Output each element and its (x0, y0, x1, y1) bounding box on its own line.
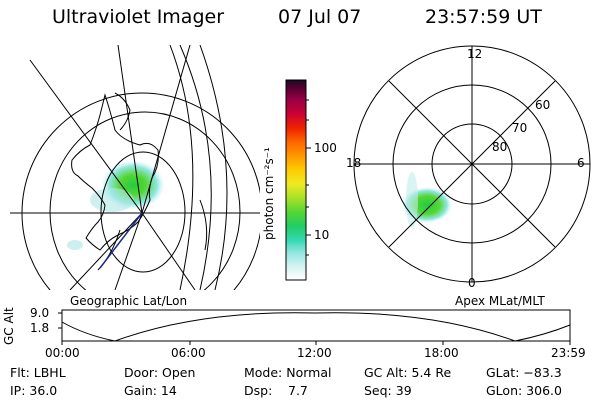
status-gc-alt: GC Alt: 5.4 Re (364, 365, 452, 380)
time-tick-1200: 12:00 (297, 346, 332, 360)
status-filter: Flt: LBHL (10, 365, 66, 380)
status-gain: Gain: 14 (124, 383, 177, 398)
colorbar-label: photon cm⁻²s⁻¹ (262, 147, 276, 240)
time-tick-0000: 00:00 (45, 346, 80, 360)
mlt-label-0: 0 (468, 276, 476, 290)
status-mode: Mode: Normal (244, 365, 332, 380)
status-glon: GLon: 306.0 (486, 383, 562, 398)
status-glat: GLat: −83.3 (486, 365, 562, 380)
left-panel-label: Geographic Lat/Lon (70, 294, 188, 308)
altitude-curve (61, 312, 571, 342)
observation-date: 07 Jul 07 (278, 6, 362, 28)
status-dsp-value: 7.7 (288, 383, 308, 398)
colorbar-tick-10: 10 (314, 228, 330, 242)
mlt-label-6: 6 (577, 156, 585, 170)
altitude-plot-frame (61, 309, 571, 342)
instrument-title: Ultraviolet Imager (52, 6, 225, 28)
mlt-label-12: 12 (467, 47, 483, 61)
status-seq: Seq: 39 (364, 383, 412, 398)
mlat-label-80: 80 (492, 140, 508, 154)
mlat-label-70: 70 (512, 121, 528, 135)
status-dsp-label: Dsp: (244, 383, 273, 398)
time-tick-1800: 18:00 (424, 346, 459, 360)
time-tick-0600: 06:00 (171, 346, 206, 360)
colorbar-scale (285, 79, 307, 281)
status-ip: IP: 36.0 (10, 383, 58, 398)
altitude-ytick-1-8: 1.8 (30, 321, 50, 335)
status-door: Door: Open (124, 365, 196, 380)
observation-time: 23:57:59 UT (425, 6, 542, 28)
right-panel-label: Apex MLat/MLT (455, 294, 545, 308)
mlt-label-18: 18 (346, 156, 362, 170)
time-tick-2359: 23:59 (551, 346, 586, 360)
colorbar-tick-100: 100 (314, 141, 337, 155)
magnetic-polar-plot (353, 45, 591, 283)
altitude-ytick-9: 9.0 (30, 306, 50, 320)
mlat-label-60: 60 (535, 98, 551, 112)
altitude-ylabel: GC Alt (2, 307, 16, 345)
